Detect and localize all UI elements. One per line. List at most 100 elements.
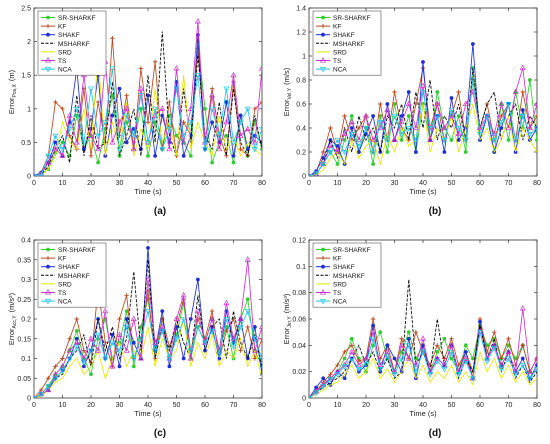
data-point-nca bbox=[116, 147, 123, 153]
data-point-kf bbox=[53, 99, 58, 105]
y-tick-label: 2 bbox=[27, 39, 31, 46]
data-point-ts bbox=[251, 347, 258, 353]
data-point-kf bbox=[181, 120, 186, 125]
data-point-kf bbox=[145, 120, 151, 125]
data-point-kf bbox=[81, 348, 87, 353]
data-point-nca bbox=[194, 73, 201, 79]
data-point-sr-sharkf bbox=[506, 343, 511, 348]
data-point-nca bbox=[512, 372, 519, 378]
x-tick-label: 60 bbox=[201, 402, 209, 409]
panel-0: 0 10 20 30 40 50 60 70 80 0 0.5 1 1.5 2 2.5 Time (s) Err… bbox=[7, 6, 266, 218]
data-point-shakf bbox=[117, 86, 122, 91]
x-tick-label: 0 bbox=[307, 180, 311, 187]
legend-marker bbox=[45, 299, 51, 305]
x-tick-label: 60 bbox=[476, 402, 484, 409]
data-point-ts bbox=[116, 118, 123, 125]
series-line-srd bbox=[34, 54, 262, 176]
data-point-kf bbox=[513, 362, 518, 368]
data-point-sr-sharkf bbox=[399, 350, 404, 354]
data-point-nca bbox=[370, 149, 377, 156]
data-point-nca bbox=[152, 106, 159, 113]
series-line-ts bbox=[309, 67, 537, 176]
x-tick-label: 20 bbox=[87, 180, 95, 187]
data-point-ts bbox=[384, 348, 391, 354]
data-point-nca bbox=[484, 359, 491, 365]
data-point-shakf bbox=[210, 120, 215, 125]
y-axis-label-sub: Pos,X bbox=[12, 83, 18, 97]
x-tick-label: 20 bbox=[87, 402, 95, 409]
data-point-nca bbox=[223, 86, 230, 92]
data-point-sr-sharkf bbox=[74, 328, 79, 333]
legend-label: KF bbox=[333, 256, 341, 263]
data-point-nca bbox=[95, 133, 102, 139]
y-tick-label: 0.6 bbox=[296, 102, 306, 109]
legend-label: SRD bbox=[333, 281, 347, 288]
data-point-ts bbox=[45, 159, 52, 165]
data-point-ts bbox=[259, 65, 262, 71]
y-axis-label-main: Error bbox=[7, 97, 16, 114]
data-point-shakf bbox=[53, 140, 58, 145]
data-point-ts bbox=[237, 132, 244, 138]
data-point-ts bbox=[441, 361, 448, 368]
data-point-nca bbox=[427, 372, 434, 378]
legend-marker bbox=[320, 299, 326, 305]
data-point-kf bbox=[95, 99, 101, 105]
data-point-nca bbox=[180, 133, 187, 139]
data-point-ts bbox=[45, 386, 52, 393]
x-tick-label: 0 bbox=[307, 402, 311, 409]
data-point-shakf bbox=[406, 336, 411, 341]
data-point-nca bbox=[420, 349, 426, 356]
data-point-nca bbox=[216, 352, 223, 358]
data-point-kf bbox=[321, 149, 326, 155]
data-point-nca bbox=[209, 328, 216, 335]
data-point-kf bbox=[259, 99, 262, 105]
data-point-nca bbox=[66, 126, 73, 133]
data-point-nca bbox=[420, 89, 426, 96]
legend-label: SR-SHARKF bbox=[58, 247, 96, 254]
data-point-ts bbox=[348, 348, 355, 354]
data-point-kf bbox=[449, 336, 454, 341]
series-line-nca bbox=[309, 332, 537, 398]
data-point-ts bbox=[159, 323, 166, 329]
data-point-ts bbox=[484, 112, 491, 119]
data-point-shakf bbox=[406, 90, 411, 94]
data-point-ts bbox=[130, 145, 137, 152]
x-tick-label: 0 bbox=[32, 180, 36, 187]
data-point-nca bbox=[462, 137, 469, 144]
data-point-nca bbox=[166, 356, 173, 362]
data-point-ts bbox=[209, 315, 216, 322]
data-point-nca bbox=[194, 324, 201, 331]
data-point-ts bbox=[526, 124, 533, 131]
data-point-kf bbox=[167, 99, 172, 105]
data-point-nca bbox=[505, 101, 512, 108]
data-point-shakf bbox=[421, 60, 425, 64]
data-point-nca bbox=[469, 77, 476, 84]
data-point-sr-sharkf bbox=[492, 336, 497, 341]
data-point-shakf bbox=[146, 246, 150, 250]
data-point-nca bbox=[237, 324, 244, 331]
data-point-sr-sharkf bbox=[174, 133, 179, 138]
x-axis-label: Time (s) bbox=[409, 187, 437, 196]
data-point-kf bbox=[370, 316, 376, 322]
y-tick-label: 0.35 bbox=[17, 257, 31, 264]
data-point-ts bbox=[180, 291, 187, 298]
legend-label: MSHARKF bbox=[58, 273, 90, 280]
data-point-shakf bbox=[245, 356, 250, 361]
x-tick-label: 80 bbox=[533, 402, 541, 409]
series-line-srd bbox=[309, 350, 537, 398]
data-point-ts bbox=[109, 363, 116, 369]
x-tick-label: 10 bbox=[334, 180, 342, 187]
data-point-ts bbox=[491, 342, 498, 348]
data-point-sr-sharkf bbox=[406, 330, 411, 335]
data-point-nca bbox=[427, 125, 434, 132]
data-point-nca bbox=[102, 120, 109, 126]
data-point-nca bbox=[327, 149, 334, 156]
data-point-kf bbox=[252, 106, 258, 111]
legend-marker bbox=[45, 255, 51, 261]
data-point-ts bbox=[420, 335, 426, 341]
data-point-shakf bbox=[124, 317, 129, 321]
x-tick-label: 0 bbox=[32, 402, 36, 409]
legend-marker bbox=[320, 255, 326, 261]
y-tick-label: 0.1 bbox=[21, 356, 31, 363]
